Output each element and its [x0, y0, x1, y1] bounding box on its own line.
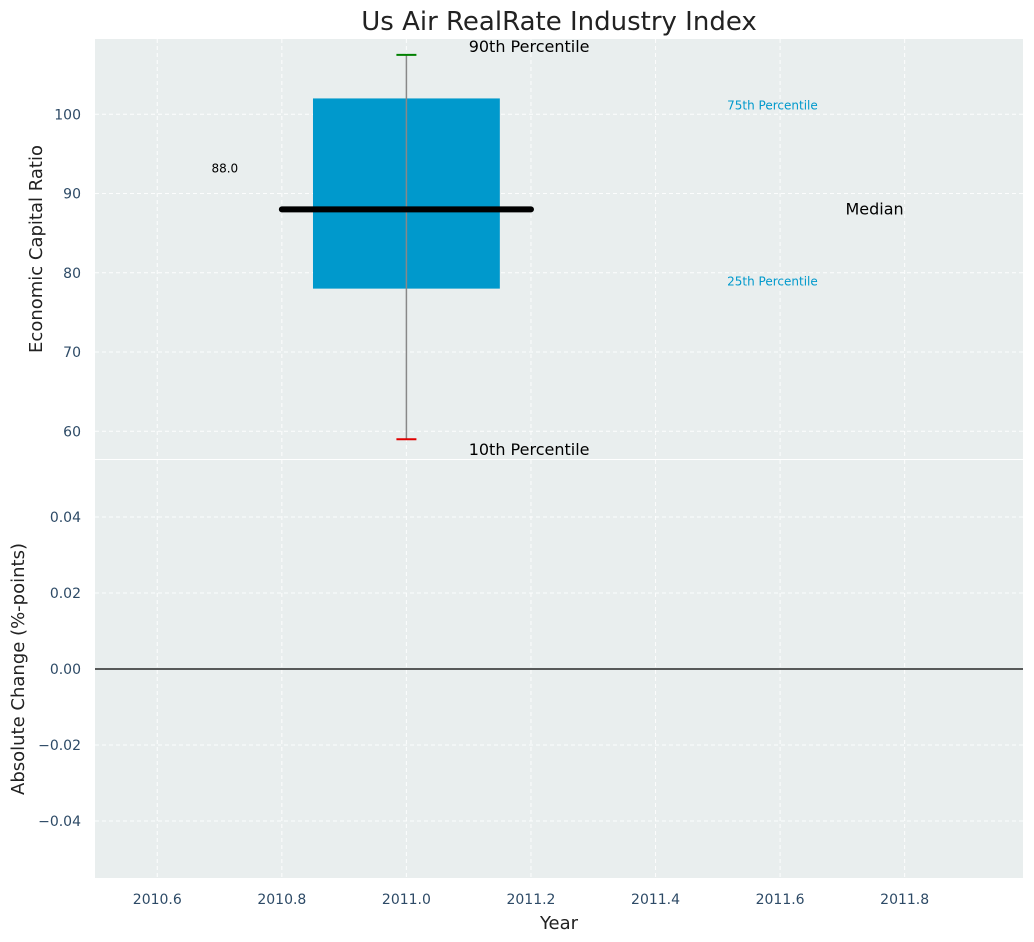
- x-tick-label: 2011.6: [756, 892, 805, 908]
- x-tick-label: 2011.2: [506, 892, 555, 908]
- box-plot: [278, 53, 534, 441]
- top-plot-area: [95, 39, 1023, 459]
- x-tick-label: 2011.0: [382, 892, 431, 908]
- top-y-tick-label: 60: [63, 424, 81, 440]
- median-annotation: Median: [845, 199, 903, 218]
- top-y-tick-label: 80: [63, 266, 81, 282]
- x-tick-label: 2010.8: [257, 892, 306, 908]
- x-ticks: 2010.6 2010.8 2011.0 2011.2 2011.4 2011.6 2011…: [133, 892, 929, 908]
- top-y-tick-label: 70: [63, 345, 81, 361]
- bottom-y-tick-label: 0.04: [50, 510, 81, 526]
- p75-annotation: 75th Percentile: [727, 98, 818, 112]
- x-tick-label: 2010.6: [133, 892, 182, 908]
- bottom-y-ticks: −0.04 −0.02 0.00 0.02 0.04: [38, 510, 81, 830]
- median-value-label: 88.0: [211, 161, 238, 175]
- p90-annotation: 90th Percentile: [469, 37, 590, 56]
- bottom-y-tick-label: −0.04: [38, 814, 81, 830]
- x-tick-label: 2011.8: [880, 892, 929, 908]
- top-y-axis-label: Economic Capital Ratio: [26, 145, 47, 353]
- bottom-y-tick-label: 0.00: [50, 662, 81, 678]
- x-tick-label: 2011.4: [631, 892, 680, 908]
- top-y-ticks: 60 70 80 90 100: [54, 107, 81, 440]
- bottom-y-axis-label: Absolute Change (%-points): [8, 543, 29, 795]
- x-axis-label: Year: [539, 913, 579, 934]
- top-y-tick-label: 90: [63, 187, 81, 203]
- top-y-tick-label: 100: [54, 107, 81, 123]
- bottom-y-tick-label: 0.02: [50, 586, 81, 602]
- p25-annotation: 25th Percentile: [727, 275, 818, 289]
- bottom-y-tick-label: −0.02: [38, 738, 81, 754]
- chart-title: Us Air RealRate Industry Index: [361, 7, 757, 37]
- p10-annotation: 10th Percentile: [469, 440, 590, 459]
